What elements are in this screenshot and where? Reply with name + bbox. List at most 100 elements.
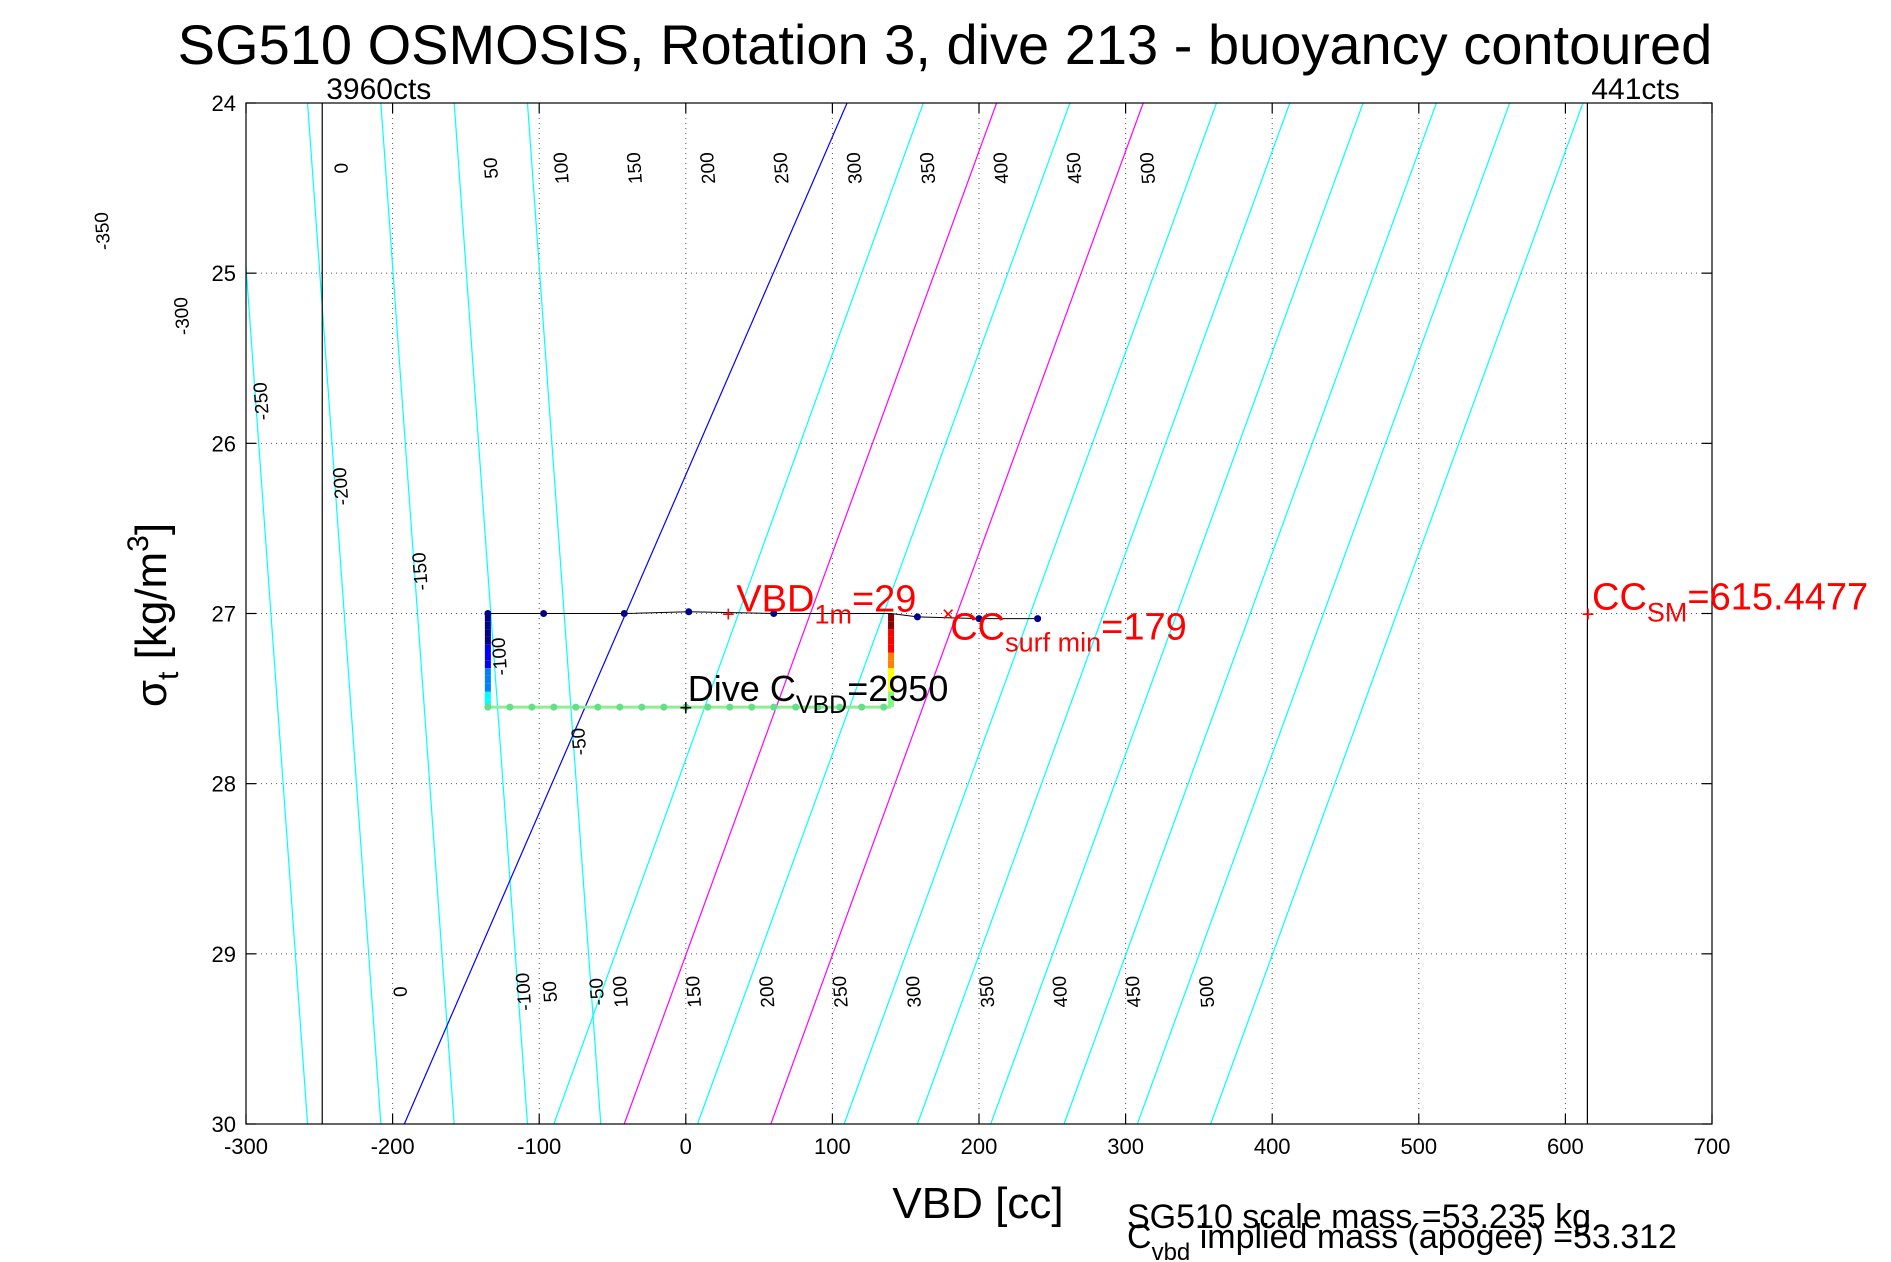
profile-bottom-point xyxy=(528,703,536,711)
contour-label: 150 xyxy=(683,975,706,1008)
contour-label: -50 xyxy=(586,977,609,1006)
annotations: + VBD1m=29 ×CCsurf min=179 +CCSM=615.4477+D… xyxy=(679,577,1868,721)
x-tick-label: 700 xyxy=(1694,1134,1731,1159)
contour-label: 500 xyxy=(1196,975,1219,1008)
y-tick-label: 29 xyxy=(212,942,236,967)
profile-bottom-point xyxy=(550,703,558,711)
count-lines: 3960cts 441cts xyxy=(321,73,1680,1124)
annotation-sub: SM xyxy=(1647,598,1688,628)
contour-label: 300 xyxy=(903,975,926,1008)
count-line-label: 3960cts xyxy=(326,73,431,106)
profile-bottom-point xyxy=(594,703,602,711)
annotation-label: VBD1m=29 xyxy=(736,579,916,630)
y-tick-label: 26 xyxy=(212,431,236,456)
contour-line xyxy=(916,103,1291,1124)
footer-implied-mass-text: implied mass (apogee) =53.312 xyxy=(1190,1218,1677,1256)
y-tick-label: 24 xyxy=(212,91,236,116)
contour-label: 0 xyxy=(331,162,353,174)
profile-bottom-point xyxy=(726,703,734,711)
profile-bottom-point xyxy=(814,703,822,711)
contour-label: 400 xyxy=(990,151,1013,184)
profile-bottom-point xyxy=(484,703,492,711)
profile-bottom-point xyxy=(616,703,624,711)
profile-bottom-point xyxy=(770,703,778,711)
x-tick-label: 500 xyxy=(1400,1134,1437,1159)
footer-implied-mass-c: C xyxy=(1127,1218,1152,1256)
surface-point xyxy=(484,610,492,617)
contour-label: 250 xyxy=(830,975,853,1008)
annotation-value: =29 xyxy=(852,579,916,621)
surface-point xyxy=(975,615,983,623)
buoyancy-contours: -350 -300 -250 -200 -150 -100 -50 0 50 100 150 200 2… xyxy=(92,103,1584,1124)
contour-label: 500 xyxy=(1137,151,1160,184)
profile-bottom-point xyxy=(682,703,690,711)
x-tick-label: 0 xyxy=(680,1134,692,1159)
annotation-sub: surf min xyxy=(1005,628,1101,658)
profile-bottom-point xyxy=(638,703,646,711)
profile-bottom-point xyxy=(836,703,844,711)
annotation-value: =2950 xyxy=(847,668,948,709)
y-tick-label: 30 xyxy=(212,1112,236,1137)
annotation-value: =179 xyxy=(1101,607,1187,649)
dive-data xyxy=(484,608,1042,711)
profile-bottom-point xyxy=(748,703,756,711)
count-line-label: 441cts xyxy=(1591,73,1679,106)
annotation-label: CCSM=615.4477 xyxy=(1592,577,1868,628)
contour-label: -150 xyxy=(409,552,433,591)
x-tick-label: -100 xyxy=(517,1134,561,1159)
surface-point xyxy=(770,610,778,617)
contour-label: 450 xyxy=(1064,151,1087,184)
contour-label: 100 xyxy=(610,975,633,1008)
contour-line xyxy=(990,103,1364,1124)
y-label-unit: [kg/m xyxy=(127,552,176,672)
x-tick-label: 400 xyxy=(1254,1134,1291,1159)
contour-line xyxy=(380,103,455,1124)
contour-label: 50 xyxy=(480,157,502,180)
y-label-sub: t xyxy=(152,671,185,680)
annotation-marker: + xyxy=(722,602,735,627)
contour-label: 250 xyxy=(770,151,793,184)
profile-bottom-point xyxy=(660,703,668,711)
annotation-text: Dive C xyxy=(688,668,796,709)
contour-label: 0 xyxy=(390,986,412,998)
contour-label: 450 xyxy=(1123,975,1146,1008)
x-tick-label: 100 xyxy=(814,1134,851,1159)
profile-bottom-point xyxy=(572,703,580,711)
contour-label: 200 xyxy=(756,975,779,1008)
profile-bottom-point xyxy=(704,703,712,711)
y-label-sup: 3 xyxy=(122,535,155,552)
profile-bottom-point xyxy=(506,703,514,711)
y-tick-label: 25 xyxy=(212,261,236,286)
contour-label: 400 xyxy=(1049,975,1072,1008)
x-tick-label: 200 xyxy=(961,1134,998,1159)
profile-bottom-point xyxy=(880,703,888,711)
contour-line xyxy=(843,103,1218,1124)
contour-label: -200 xyxy=(330,467,354,506)
contour-line xyxy=(1063,103,1437,1124)
contour-label: -300 xyxy=(171,296,195,335)
contour-label: 50 xyxy=(540,980,562,1003)
contour-label: 150 xyxy=(624,151,647,184)
annotation-label: CCsurf min=179 xyxy=(950,607,1187,658)
contour-label: -50 xyxy=(568,727,591,756)
contour-label: 350 xyxy=(976,975,999,1008)
contour-label: -350 xyxy=(92,211,116,250)
annotation-marker: + xyxy=(1582,602,1595,627)
annotation-sub: VBD xyxy=(796,691,847,719)
y-label-symbol: σ xyxy=(127,680,176,707)
annotation-label: Dive CVBD=2950 xyxy=(688,668,949,719)
profile-bottom-point xyxy=(792,703,800,711)
surface-point xyxy=(1034,615,1042,623)
y-tick-label: 27 xyxy=(212,602,236,627)
contour-lines xyxy=(246,103,1584,1124)
surface-point xyxy=(913,613,921,621)
annotation-text: CC xyxy=(950,607,1005,649)
chart-title: SG510 OSMOSIS, Rotation 3, dive 213 - bu… xyxy=(178,13,1713,76)
contour-line xyxy=(1136,103,1511,1124)
contour-label: -100 xyxy=(513,972,537,1011)
surface-point xyxy=(540,610,548,617)
annotation-sub: 1m xyxy=(814,600,852,630)
x-axis-label: VBD [cc] xyxy=(892,1179,1063,1228)
footer-implied-mass: Cvbd implied mass (apogee) =53.312 xyxy=(1127,1218,1677,1262)
